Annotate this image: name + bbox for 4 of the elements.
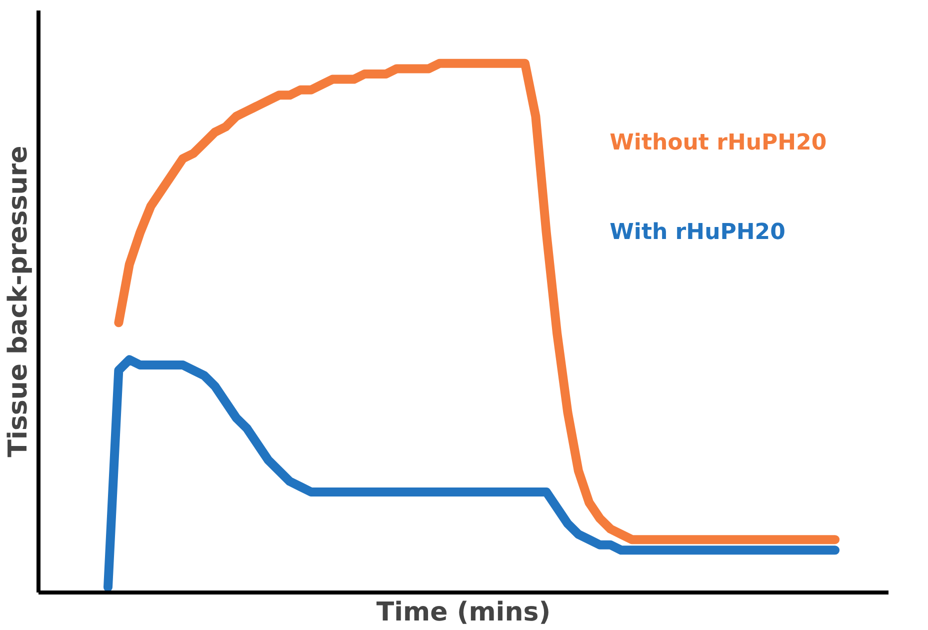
y-axis-title: Tissue back-pressure [4, 146, 34, 458]
text: Without rHuPH20 [610, 130, 827, 156]
text: With rHuPH20 [610, 220, 786, 246]
x-axis-title: Time (mins) [376, 598, 551, 628]
